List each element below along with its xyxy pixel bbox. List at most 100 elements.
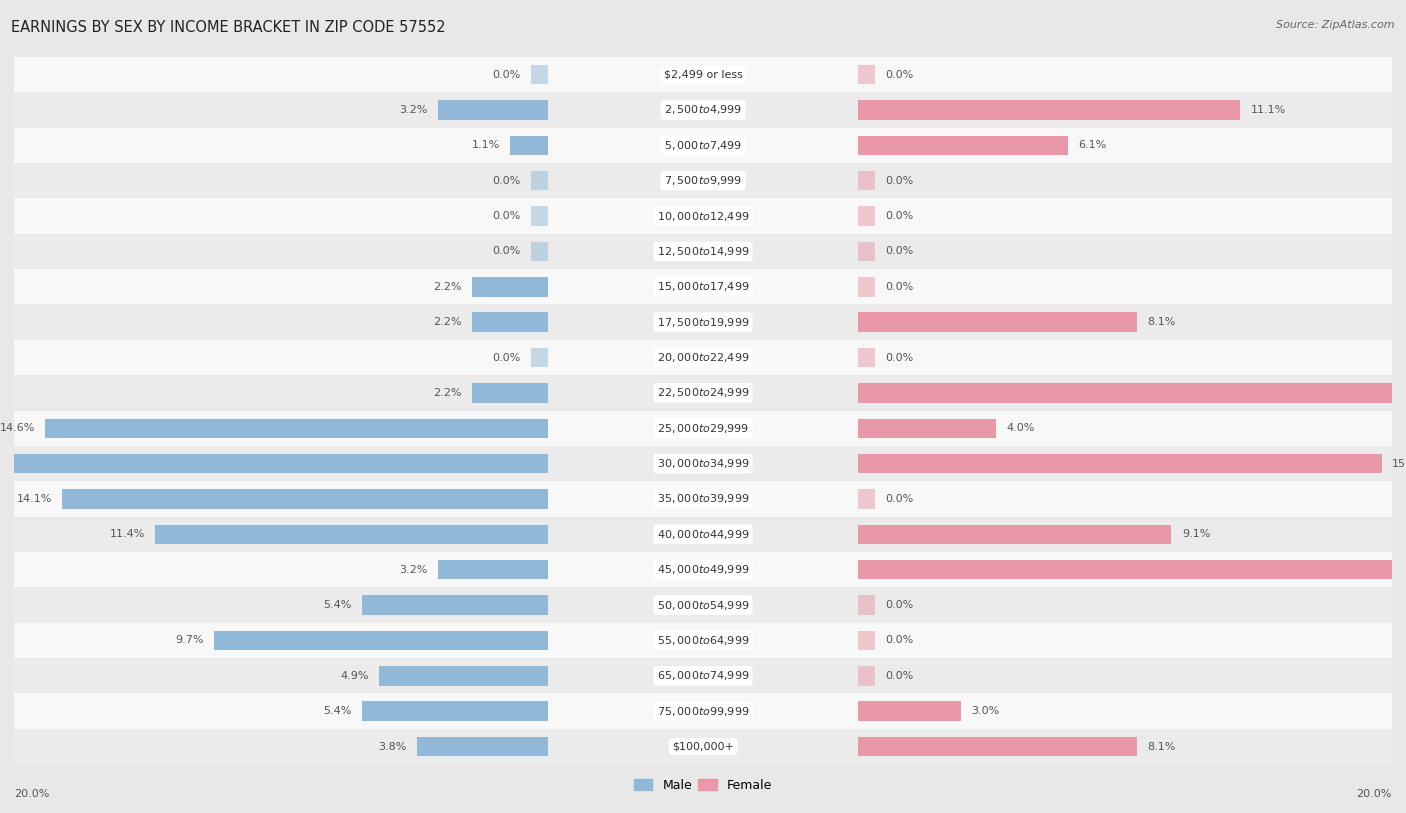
Text: 4.0%: 4.0%: [1007, 424, 1035, 433]
Text: 3.2%: 3.2%: [399, 105, 427, 115]
Bar: [858, 595, 876, 615]
Text: 0.0%: 0.0%: [492, 211, 520, 221]
Text: 5.4%: 5.4%: [323, 706, 352, 716]
Bar: [437, 100, 548, 120]
Bar: [510, 136, 548, 155]
Bar: [858, 419, 995, 438]
Bar: [531, 348, 548, 367]
Text: $7,500 to $9,999: $7,500 to $9,999: [664, 174, 742, 187]
Bar: [858, 737, 1137, 756]
Bar: [858, 702, 962, 721]
Bar: [858, 348, 876, 367]
Text: 0.0%: 0.0%: [886, 246, 914, 256]
Text: 0.0%: 0.0%: [492, 353, 520, 363]
Bar: [472, 383, 548, 402]
Bar: [858, 207, 876, 226]
Bar: [858, 312, 1137, 332]
Bar: [858, 171, 876, 190]
Text: 4.9%: 4.9%: [340, 671, 368, 680]
Bar: [858, 383, 1406, 402]
Bar: [14, 128, 1392, 163]
Bar: [858, 631, 876, 650]
Bar: [14, 446, 1392, 481]
Text: $2,499 or less: $2,499 or less: [664, 70, 742, 80]
Text: 11.1%: 11.1%: [1251, 105, 1286, 115]
Bar: [62, 489, 548, 509]
Text: 0.0%: 0.0%: [886, 636, 914, 646]
Text: 20.0%: 20.0%: [1357, 789, 1392, 799]
Bar: [14, 92, 1392, 128]
Bar: [418, 737, 548, 756]
Bar: [531, 171, 548, 190]
Bar: [14, 163, 1392, 198]
Bar: [14, 269, 1392, 304]
Text: $5,000 to $7,499: $5,000 to $7,499: [664, 139, 742, 152]
Text: 0.0%: 0.0%: [886, 70, 914, 80]
Bar: [472, 277, 548, 297]
Text: 0.0%: 0.0%: [886, 211, 914, 221]
Text: 0.0%: 0.0%: [492, 246, 520, 256]
Text: 0.0%: 0.0%: [886, 600, 914, 610]
Text: 6.1%: 6.1%: [1078, 141, 1107, 150]
Text: $25,000 to $29,999: $25,000 to $29,999: [657, 422, 749, 435]
Bar: [858, 136, 1069, 155]
Text: 0.0%: 0.0%: [886, 494, 914, 504]
Bar: [531, 207, 548, 226]
Bar: [531, 241, 548, 261]
Text: EARNINGS BY SEX BY INCOME BRACKET IN ZIP CODE 57552: EARNINGS BY SEX BY INCOME BRACKET IN ZIP…: [11, 20, 446, 35]
Text: 14.6%: 14.6%: [0, 424, 35, 433]
Text: 0.0%: 0.0%: [886, 671, 914, 680]
Text: 0.0%: 0.0%: [492, 176, 520, 185]
Text: 9.1%: 9.1%: [1182, 529, 1211, 539]
Bar: [14, 233, 1392, 269]
Bar: [361, 595, 548, 615]
Text: 3.2%: 3.2%: [399, 565, 427, 575]
Bar: [155, 524, 548, 544]
Bar: [14, 729, 1392, 764]
Text: 2.2%: 2.2%: [433, 282, 461, 292]
Text: 14.1%: 14.1%: [17, 494, 52, 504]
Text: 20.0%: 20.0%: [14, 789, 49, 799]
Text: 2.2%: 2.2%: [433, 388, 461, 398]
Text: $15,000 to $17,499: $15,000 to $17,499: [657, 280, 749, 293]
Bar: [14, 659, 1392, 693]
Text: $40,000 to $44,999: $40,000 to $44,999: [657, 528, 749, 541]
Text: $10,000 to $12,499: $10,000 to $12,499: [657, 210, 749, 223]
Bar: [14, 623, 1392, 658]
Bar: [14, 517, 1392, 552]
Bar: [14, 340, 1392, 375]
Bar: [361, 702, 548, 721]
Bar: [858, 277, 876, 297]
Text: $35,000 to $39,999: $35,000 to $39,999: [657, 493, 749, 506]
Bar: [858, 65, 876, 85]
Text: $75,000 to $99,999: $75,000 to $99,999: [657, 705, 749, 718]
Text: 3.0%: 3.0%: [972, 706, 1000, 716]
Bar: [14, 587, 1392, 623]
Text: $22,500 to $24,999: $22,500 to $24,999: [657, 386, 749, 399]
Text: 8.1%: 8.1%: [1147, 317, 1175, 327]
Text: $2,500 to $4,999: $2,500 to $4,999: [664, 103, 742, 116]
Bar: [858, 241, 876, 261]
Text: 0.0%: 0.0%: [886, 353, 914, 363]
Bar: [531, 65, 548, 85]
Text: 15.2%: 15.2%: [1392, 459, 1406, 468]
Bar: [0, 454, 548, 473]
Text: $20,000 to $22,499: $20,000 to $22,499: [657, 351, 749, 364]
Text: 0.0%: 0.0%: [492, 70, 520, 80]
Text: $30,000 to $34,999: $30,000 to $34,999: [657, 457, 749, 470]
Text: 9.7%: 9.7%: [174, 636, 204, 646]
Text: Source: ZipAtlas.com: Source: ZipAtlas.com: [1277, 20, 1395, 30]
Text: 1.1%: 1.1%: [471, 141, 499, 150]
Bar: [858, 454, 1382, 473]
Text: $65,000 to $74,999: $65,000 to $74,999: [657, 669, 749, 682]
Bar: [858, 100, 1240, 120]
Text: 11.4%: 11.4%: [110, 529, 145, 539]
Text: $17,500 to $19,999: $17,500 to $19,999: [657, 315, 749, 328]
Text: 5.4%: 5.4%: [323, 600, 352, 610]
Bar: [14, 481, 1392, 517]
Bar: [14, 552, 1392, 587]
Legend: Male, Female: Male, Female: [628, 774, 778, 797]
Bar: [14, 411, 1392, 446]
Bar: [858, 524, 1171, 544]
Bar: [214, 631, 548, 650]
